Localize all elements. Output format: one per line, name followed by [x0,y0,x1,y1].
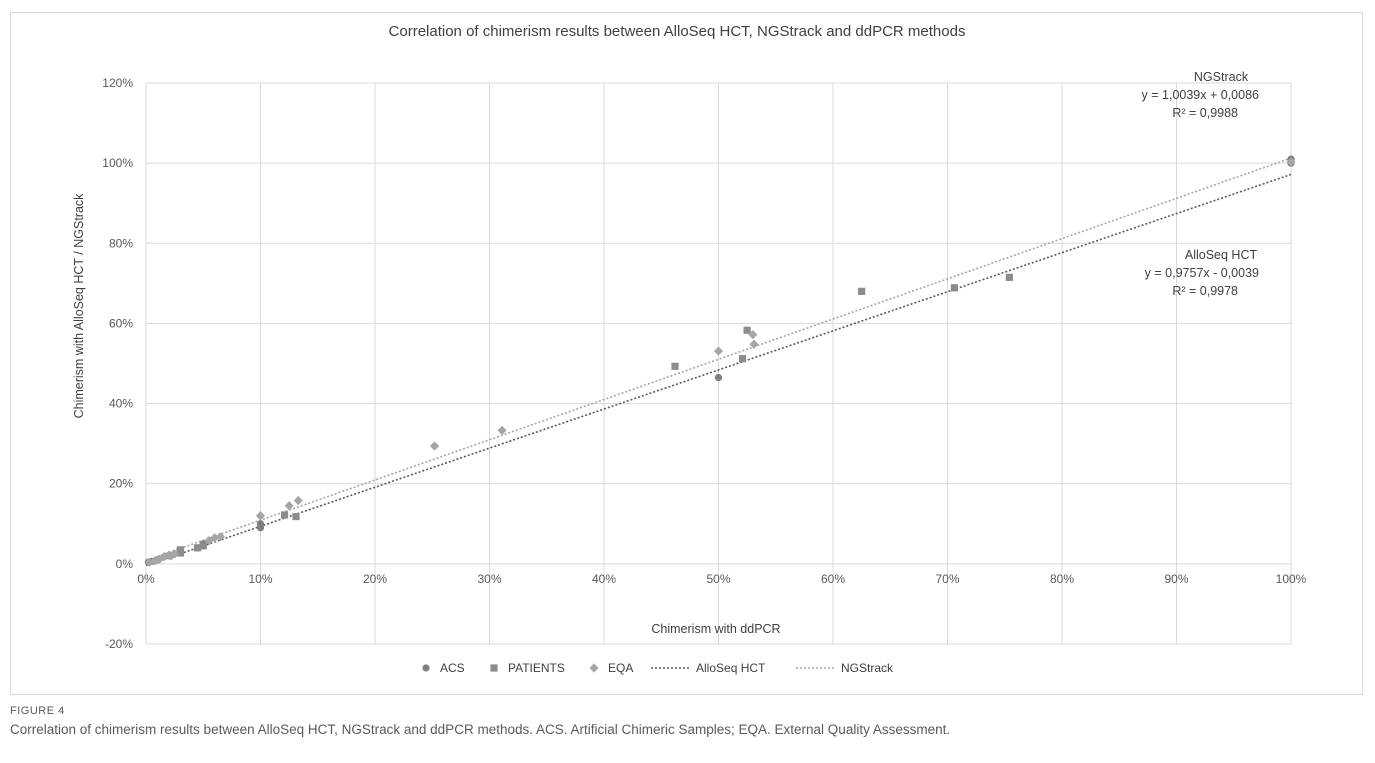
trendline-label-line: R² = 0,9988 [1172,106,1238,120]
figure-caption: Correlation of chimerism results between… [10,722,951,737]
y-tick-label: 120% [102,76,133,90]
data-point-eqa [749,339,759,349]
data-point-eqa [215,532,226,542]
trendline-label-line: NGStrack [1194,70,1249,84]
figure-label: FIGURE 4 [10,705,65,717]
legend-label: EQA [608,661,633,675]
data-point-patients [193,544,202,552]
data-point-eqa [497,425,507,436]
trendline-label-line: y = 0,9757x - 0,0039 [1145,266,1259,280]
trendline-label-line: y = 1,0039x + 0,0086 [1142,88,1260,102]
data-point-eqa [255,511,266,521]
y-tick-label: 40% [109,397,133,411]
legend: ACS PATIENTS EQA AlloSeq HCT NGStrack [422,661,894,675]
data-point-patients [199,542,207,550]
x-tick-label: 40% [592,572,616,586]
legend-label: NGStrack [841,661,894,675]
data-point-eqa [1286,157,1296,167]
data-points [144,155,1296,567]
x-axis-title: Chimerism with ddPCR [651,622,780,636]
data-point-eqa [204,536,214,546]
data-point-patients [176,549,184,557]
trendlines [145,157,1292,567]
y-tick-label: -20% [105,637,133,651]
data-point-patients [292,512,300,521]
y-tick-label: 20% [109,477,133,491]
legend-swatch-acs [422,664,430,672]
scatter-chart: Correlation of chimerism results between… [72,23,1307,675]
x-tick-label: 100% [1276,572,1307,586]
trendline-label-line: R² = 0,9978 [1172,284,1238,298]
chart-frame: Correlation of chimerism results between… [10,12,1363,695]
data-point-patients [738,355,747,363]
data-point-eqa [748,330,758,340]
data-point-patients [858,287,866,295]
legend-label: AlloSeq HCT [696,661,766,675]
x-tick-label: 20% [363,572,387,586]
data-point-eqa [284,501,294,511]
x-tick-label: 10% [248,572,272,586]
x-tick-label: 70% [935,572,959,586]
data-point-patients [671,362,679,370]
chart-title: Correlation of chimerism results between… [389,23,966,40]
data-point-eqa [155,554,165,564]
data-point-patients [280,511,289,519]
y-axis-title: Chimerism with AlloSeq HCT / NGStrack [72,193,86,419]
x-tick-label: 0% [137,572,155,586]
x-tick-label: 30% [477,572,501,586]
data-point-patients [950,284,958,292]
x-tick-label: 80% [1050,572,1074,586]
y-tick-label: 60% [109,316,133,330]
data-point-eqa [293,495,303,506]
trendline-label-line: AlloSeq HCT [1185,248,1258,262]
data-point-eqa [170,549,180,559]
legend-swatch-patients [490,664,498,672]
trendline-alloseq-hct [145,173,1292,567]
data-point-patients [743,326,751,334]
data-point-eqa [429,441,440,451]
x-tick-label: 50% [706,572,730,586]
trendline-equations: AlloSeq HCT y = 0,9757x - 0,0039 R² = 0,99… [1142,70,1260,298]
data-point-acs [714,373,723,382]
y-tick-label: 100% [102,156,133,170]
x-tick-label: 90% [1164,572,1188,586]
y-tick-label: 80% [109,236,133,250]
data-point-acs [256,520,265,528]
legend-swatch-eqa [589,663,599,673]
x-tick-label: 60% [821,572,845,586]
data-point-patients [1005,273,1013,281]
y-tick-label: 0% [116,557,134,571]
data-point-eqa [210,533,220,543]
tick-labels: -20% 0% 20% 40% 60% 80% 100% 120% 0% 10% 20% 30% 40%… [102,76,1306,651]
grid-lines [145,82,1292,645]
legend-label: PATIENTS [508,661,565,675]
legend-label: ACS [440,661,465,675]
data-point-eqa [713,346,724,356]
